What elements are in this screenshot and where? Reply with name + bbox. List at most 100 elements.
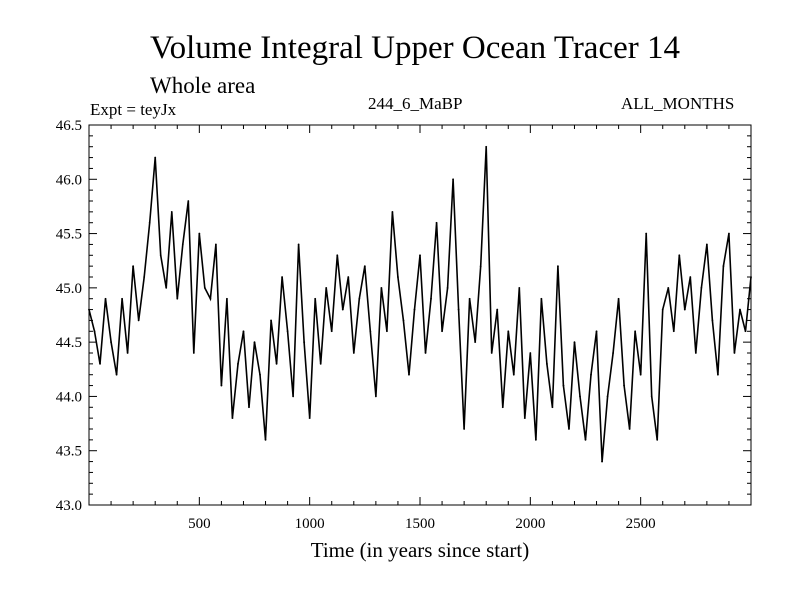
data-point <box>214 243 217 246</box>
data-point <box>705 243 708 246</box>
data-point <box>319 362 322 365</box>
data-point <box>132 265 135 268</box>
data-point <box>330 330 333 333</box>
data-point <box>397 276 399 278</box>
data-point <box>584 438 587 441</box>
data-point <box>88 308 90 311</box>
data-point <box>744 330 747 333</box>
y-tick-label: 45.5 <box>56 227 82 243</box>
data-point <box>678 254 681 257</box>
data-point <box>474 341 477 344</box>
data-point <box>728 232 730 235</box>
data-point <box>512 373 515 376</box>
data-point <box>203 286 206 289</box>
data-point <box>336 254 339 257</box>
data-point <box>143 276 146 278</box>
series-line <box>88 146 752 462</box>
data-point <box>551 406 554 409</box>
experiment-label: Expt = teyJx <box>90 100 177 119</box>
data-point <box>99 362 101 365</box>
data-point <box>468 297 471 300</box>
data-point <box>667 286 670 289</box>
data-point <box>281 276 283 278</box>
data-point <box>148 221 151 224</box>
data-point <box>523 417 526 420</box>
data-point <box>463 428 466 430</box>
data-point <box>661 308 664 311</box>
data-point <box>562 384 565 387</box>
data-point <box>270 319 272 322</box>
data-point <box>711 319 714 322</box>
data-point <box>507 330 510 333</box>
data-point <box>683 308 686 311</box>
data-point <box>694 352 697 354</box>
data-point <box>430 297 432 300</box>
data-point <box>579 395 581 398</box>
data-point <box>717 373 719 376</box>
x-tick-label: 500 <box>188 516 211 532</box>
data-point <box>634 330 637 333</box>
x-axis-label: Time (in years since start) <box>310 538 530 562</box>
data-point <box>297 243 300 246</box>
data-point <box>534 438 537 441</box>
data-point <box>540 297 543 300</box>
data-point <box>275 362 278 365</box>
months-label: ALL_MONTHS <box>621 94 735 113</box>
data-point <box>121 297 123 300</box>
data-point <box>617 297 620 300</box>
data-point <box>209 297 212 300</box>
chart-title: Volume Integral Upper Ocean Tracer 14 <box>150 30 680 66</box>
data-point <box>529 352 532 354</box>
data-point <box>170 210 173 213</box>
data-point <box>413 308 416 311</box>
data-point <box>159 254 162 257</box>
data-point <box>253 341 256 344</box>
data-point <box>656 438 659 441</box>
data-point <box>358 297 361 300</box>
data-point <box>573 341 576 344</box>
data-point <box>601 460 603 463</box>
data-point <box>226 297 228 300</box>
data-point <box>733 352 736 354</box>
y-tick-label: 43.0 <box>56 498 82 514</box>
y-tick-label: 46.0 <box>56 172 82 188</box>
y-tick-label: 44.5 <box>56 335 82 351</box>
data-point <box>639 373 642 376</box>
data-point <box>479 265 482 268</box>
data-point <box>181 243 184 246</box>
plot-frame <box>88 124 752 506</box>
data-point <box>457 308 460 311</box>
data-point <box>248 406 250 409</box>
data-point <box>363 265 366 268</box>
data-point <box>259 373 261 376</box>
data-point <box>650 395 653 398</box>
data-point <box>408 373 410 376</box>
data-point <box>485 145 488 148</box>
x-tick-label: 1000 <box>295 516 325 532</box>
data-point <box>115 373 118 376</box>
y-tick-label: 45.0 <box>56 281 82 297</box>
data-point <box>325 286 328 289</box>
data-point <box>154 156 157 159</box>
data-point <box>110 341 112 344</box>
data-point <box>242 330 245 333</box>
x-tick-label: 1500 <box>405 516 435 532</box>
data-point <box>446 286 449 289</box>
data-point <box>380 286 383 289</box>
data-point <box>374 395 377 398</box>
data-point <box>452 178 454 181</box>
data-point <box>595 330 598 333</box>
data-point <box>590 373 592 376</box>
data-point <box>341 308 344 311</box>
y-tick-label: 46.5 <box>56 118 82 134</box>
data-point <box>424 352 427 354</box>
y-tick-label: 43.5 <box>56 444 82 460</box>
data-point <box>264 438 267 441</box>
data-point <box>557 265 559 268</box>
data-point <box>165 286 168 289</box>
chart-subtitle: Whole area <box>150 73 256 98</box>
data-point <box>645 232 648 235</box>
data-point <box>386 330 388 333</box>
data-point <box>220 384 223 387</box>
data-point <box>126 352 129 354</box>
